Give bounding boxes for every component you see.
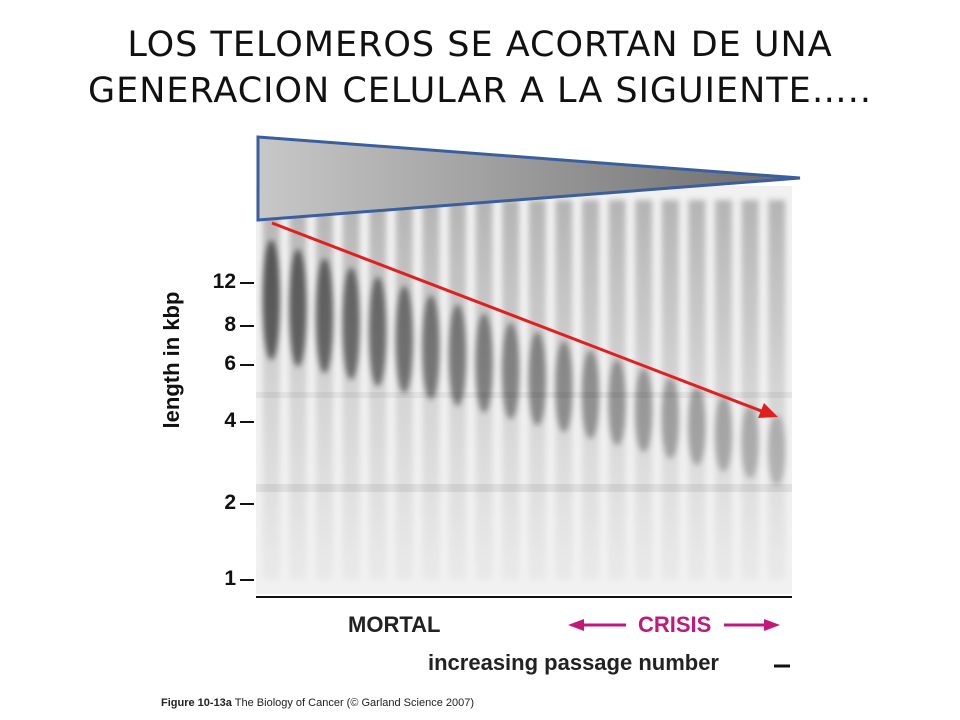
figure-caption: Figure 10-13a The Biology of Cancer (© G… — [161, 697, 474, 709]
gel-lane-band — [501, 322, 520, 420]
gel-lane-band — [475, 313, 494, 413]
crisis-arrows — [568, 619, 780, 631]
slide-title: LOS TELOMEROS SE ACORTAN DE UNA GENERACI… — [0, 22, 960, 114]
gel-lane — [768, 200, 786, 580]
gel-lane-band — [448, 304, 467, 407]
caption-figure-number: Figure 10-13a — [161, 697, 232, 709]
gel-lane-band — [714, 396, 733, 472]
gel-lane — [369, 200, 387, 580]
gel-lane-band — [395, 286, 414, 393]
shortening-arrow — [271, 221, 778, 418]
gel-lane-band — [581, 350, 600, 439]
gel-lane-band — [687, 387, 706, 466]
gel-lane — [741, 200, 759, 580]
gel-lanes — [262, 200, 786, 580]
gel-lane — [715, 200, 732, 580]
gel-lane-band — [528, 332, 547, 426]
gel-lane-band — [315, 258, 334, 374]
tick-label-12: 12 — [212, 270, 236, 293]
gel-lane-band — [262, 240, 281, 360]
gel-lane — [316, 200, 333, 580]
tick-label-2: 2 — [224, 491, 236, 514]
crisis-label: CRISIS — [638, 612, 712, 637]
gel-lane-band — [741, 405, 760, 479]
caption-text: The Biology of Cancer (© Garland Science… — [234, 697, 475, 709]
y-tick-marks — [240, 282, 254, 581]
y-axis-label: length in kbp — [159, 291, 184, 429]
tick-label-8: 8 — [224, 313, 236, 336]
title-line-1: LOS TELOMEROS SE ACORTAN DE UNA — [127, 25, 833, 65]
gel-lane-band — [661, 378, 680, 459]
passage-wedge — [256, 135, 801, 222]
gel-lane-band — [767, 415, 786, 485]
gel-lane-band — [421, 295, 440, 400]
mortal-label: MORTAL — [348, 612, 441, 637]
gel-lane-band — [368, 276, 387, 387]
tick-label-6: 6 — [224, 352, 236, 375]
gel-lane-band — [288, 249, 307, 367]
gel-lane-band — [634, 368, 653, 453]
gel-lane-band — [554, 341, 573, 433]
x-axis-label: increasing passage number — [428, 650, 719, 675]
title-line-2: GENERACION CELULAR A LA SIGUIENTE….. — [87, 71, 873, 111]
tick-label-1: 1 — [224, 567, 236, 590]
gel-lane-band — [342, 267, 361, 380]
tick-label-4: 4 — [224, 409, 236, 432]
gel-lane-band — [608, 359, 627, 446]
